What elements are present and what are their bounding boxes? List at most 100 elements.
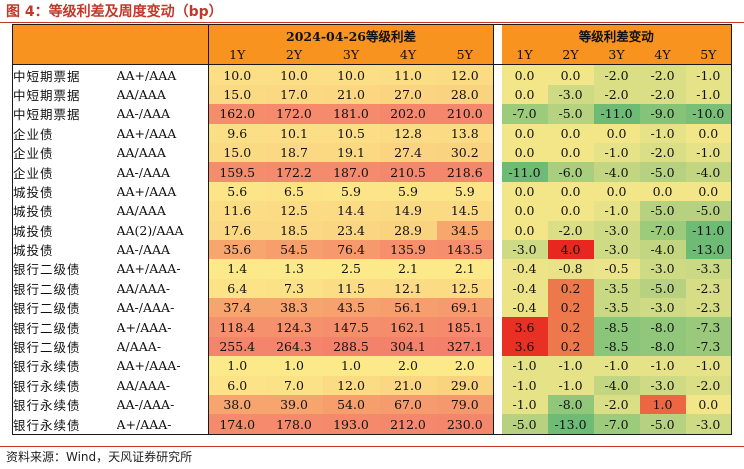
spread-cell: 13.8 — [436, 123, 494, 143]
rating-pair-cell: AA-/AAA- — [116, 395, 209, 415]
change-cell: -11.0 — [501, 162, 548, 182]
bond-type-cell: 银行二级债 — [12, 278, 117, 299]
change-cell: -1.0 — [547, 375, 594, 396]
rating-pair-cell: AA+/AAA- — [116, 356, 209, 376]
change-cell: -7.3 — [685, 336, 732, 357]
rating-pair-cell: AA-/AAA — [116, 162, 209, 182]
change-cell: -7.3 — [685, 317, 732, 337]
header-tenor: 2Y — [265, 45, 323, 66]
table-row: 银行永续债 A+/AAA- 174.0 178.0 193.0 212.0 230.0 -5.… — [12, 414, 732, 435]
spread-cell: 11.6 — [208, 201, 266, 221]
spread-cell: 17.0 — [265, 84, 323, 105]
change-cell: -2.0 — [685, 375, 732, 396]
change-cell: -3.0 — [639, 298, 686, 318]
table-row: 银行二级债 A+/AAA- 118.4 124.3 147.5 162.1 185.1 3.6… — [12, 317, 732, 337]
header-tenor: 2Y — [547, 45, 594, 66]
bond-type-cell: 银行永续债 — [12, 395, 117, 415]
spread-cell: 12.5 — [265, 201, 323, 221]
change-cell: -8.5 — [593, 336, 640, 357]
table-row: 银行二级债 A/AAA- 255.4 264.3 288.5 304.1 327.1 3.6 0… — [12, 336, 732, 357]
spread-cell: 193.0 — [322, 414, 380, 435]
change-cell: 0.2 — [547, 317, 594, 337]
rating-pair-cell: AA+/AAA — [116, 181, 209, 202]
spread-cell: 14.4 — [322, 201, 380, 221]
spread-cell: 2.5 — [322, 259, 380, 279]
source-rule — [0, 446, 744, 447]
change-cell: -8.5 — [593, 317, 640, 337]
change-cell: -4.0 — [685, 162, 732, 182]
table-row: 企业债 AA+/AAA 9.6 10.1 10.5 12.8 13.8 0.0 0.0 0.0 -1… — [12, 123, 732, 143]
rating-pair-cell: AA/AAA — [116, 142, 209, 163]
spread-cell: 7.0 — [265, 375, 323, 396]
spread-cell: 124.3 — [265, 317, 323, 337]
column-gap — [493, 239, 502, 260]
column-gap — [493, 162, 502, 182]
change-cell: -7.0 — [639, 220, 686, 240]
change-cell: -2.0 — [639, 142, 686, 163]
spread-cell: 2.1 — [379, 259, 437, 279]
spread-cell: 27.4 — [379, 142, 437, 163]
column-gap — [493, 220, 502, 240]
spread-cell: 7.3 — [265, 278, 323, 299]
rating-pair-cell: A+/AAA- — [116, 317, 209, 337]
change-cell: -3.5 — [593, 298, 640, 318]
change-cell: -5.0 — [547, 104, 594, 124]
spread-cell: 1.0 — [322, 356, 380, 376]
table-row: 中短期票据 AA-/AAA 162.0 172.0 181.0 202.0 210.0 -7.… — [12, 104, 732, 124]
spread-cell: 56.1 — [379, 298, 437, 318]
spread-cell: 38.0 — [208, 395, 266, 415]
change-cell: 0.0 — [501, 123, 548, 143]
spread-cell: 1.0 — [208, 356, 266, 376]
change-cell: 3.6 — [501, 336, 548, 357]
spread-cell: 230.0 — [436, 414, 494, 435]
header-tenor: 5Y — [685, 45, 732, 66]
spread-cell: 69.1 — [436, 298, 494, 318]
change-cell: -0.5 — [593, 259, 640, 279]
spread-cell: 187.0 — [322, 162, 380, 182]
spread-cell: 54.0 — [322, 395, 380, 415]
column-gap — [493, 123, 502, 143]
spread-cell: 210.0 — [436, 104, 494, 124]
spread-cell: 14.5 — [436, 201, 494, 221]
change-cell: -5.0 — [639, 278, 686, 299]
rating-pair-cell: AA/AAA — [116, 201, 209, 221]
change-cell: -1.0 — [639, 123, 686, 143]
spread-cell: 255.4 — [208, 336, 266, 357]
spread-cell: 174.0 — [208, 414, 266, 435]
spread-cell: 159.5 — [208, 162, 266, 182]
spread-cell: 11.0 — [379, 64, 437, 85]
spread-cell: 1.0 — [265, 356, 323, 376]
header-tenor: 4Y — [379, 45, 437, 66]
change-cell: -8.0 — [639, 317, 686, 337]
change-cell: -1.0 — [593, 356, 640, 376]
table-row: 银行二级债 AA-/AAA- 37.4 38.3 43.5 56.1 69.1 -0.4 0.2… — [12, 298, 732, 318]
column-gap — [493, 181, 502, 202]
rating-pair-cell: AA+/AAA — [116, 64, 209, 85]
spread-cell: 304.1 — [379, 336, 437, 357]
table-row: 中短期票据 AA+/AAA 10.0 10.0 10.0 11.0 12.0 0.0 0.0 -2… — [12, 64, 732, 85]
header-tenor: 3Y — [593, 45, 640, 66]
bond-type-cell: 企业债 — [12, 142, 117, 163]
spread-cell: 143.5 — [436, 239, 494, 260]
rating-pair-cell: AA+/AAA- — [116, 259, 209, 279]
header-gap — [493, 24, 502, 66]
spread-cell: 135.9 — [379, 239, 437, 260]
spread-cell: 29.0 — [436, 375, 494, 396]
bond-type-cell: 企业债 — [12, 123, 117, 143]
spread-cell: 28.9 — [379, 220, 437, 240]
table-row: 中短期票据 AA/AAA 15.0 17.0 21.0 27.0 28.0 0.0 -3.0 -2… — [12, 84, 732, 105]
header-tenor: 5Y — [436, 45, 494, 66]
spread-cell: 10.0 — [265, 64, 323, 85]
spread-cell: 218.6 — [436, 162, 494, 182]
change-cell: -1.0 — [593, 201, 640, 221]
spread-cell: 18.5 — [265, 220, 323, 240]
spread-cell: 162.1 — [379, 317, 437, 337]
bond-type-cell: 银行二级债 — [12, 259, 117, 279]
change-cell: 0.0 — [547, 181, 594, 202]
spread-cell: 6.5 — [265, 181, 323, 202]
change-cell: 0.0 — [547, 64, 594, 85]
change-cell: 0.0 — [593, 181, 640, 202]
change-cell: 0.0 — [501, 181, 548, 202]
spread-cell: 9.6 — [208, 123, 266, 143]
change-cell: 0.0 — [593, 123, 640, 143]
